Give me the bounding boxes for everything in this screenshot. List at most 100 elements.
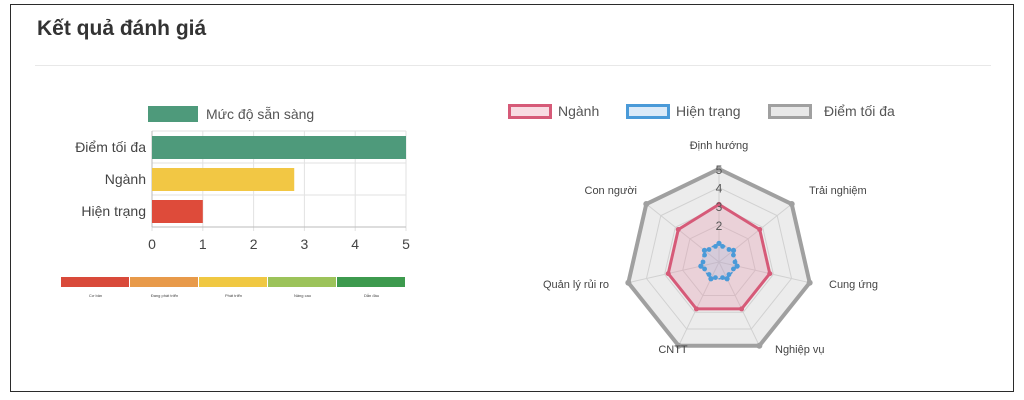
scale-segment <box>61 277 129 287</box>
radar-point <box>739 306 745 312</box>
legend-swatch-nganh <box>508 103 552 119</box>
scale-label: Nâng cao <box>294 293 312 298</box>
radar-point <box>734 263 740 269</box>
radar-point <box>713 244 718 249</box>
radar-point <box>706 247 712 252</box>
radar-series-hiện trạng <box>700 242 738 280</box>
scale-label: Đang phát triển <box>151 293 178 298</box>
radar-spoke <box>718 203 793 263</box>
bar-tick-label: 2 <box>250 236 258 252</box>
radar-ring <box>682 224 756 297</box>
legend-label-nganh: Ngành <box>558 103 600 119</box>
radar-axis-labels: Định hướng Trải nghiệm Cung ứng Nghiệp vụ CN… <box>543 140 878 356</box>
radar-spoke <box>718 261 810 284</box>
radar-tick-label: 5 <box>716 163 723 177</box>
scale-label: Phát triển <box>225 293 242 298</box>
radar-point <box>732 259 738 265</box>
radar-point <box>731 252 736 258</box>
radar-point <box>788 201 795 208</box>
radar-point <box>675 227 681 233</box>
radar-point <box>713 275 718 280</box>
radar-point <box>716 166 722 172</box>
radar-point <box>708 276 714 282</box>
radar-tick-label: 4 <box>716 182 723 196</box>
legend-label-diem-toi-da: Điểm tối đa <box>824 103 895 119</box>
legend-item-hien-trang[interactable]: Hiện trạng <box>626 103 741 119</box>
scale-segment <box>130 277 198 287</box>
radar-point <box>625 279 632 286</box>
radar-point <box>701 247 708 254</box>
bar-category-label: Hiện trạng <box>81 203 146 219</box>
radar-point <box>756 342 763 349</box>
legend-swatch-diem-toi-da <box>768 103 812 119</box>
readiness-scale: Cơ bản Đang phát triển Phát triển Nâng cao D… <box>61 277 405 298</box>
radar-point <box>702 266 707 272</box>
radar-series-điểm tối đa <box>626 166 812 348</box>
bar-tick-labels: 0 1 2 3 4 5 <box>148 236 410 252</box>
bar-legend-swatch[interactable] <box>148 106 198 122</box>
bar-tick-label: 3 <box>301 236 309 252</box>
radar-axis-label: CNTT <box>658 344 688 356</box>
radar-point <box>730 247 737 254</box>
bar-tick-label: 0 <box>148 236 156 252</box>
radar-point <box>767 271 773 277</box>
radar-axis-label: Con người <box>585 185 638 197</box>
radar-point <box>675 342 682 349</box>
radar-tick-labels: 2 3 4 5 <box>716 163 723 233</box>
radar-point <box>720 244 725 249</box>
legend-item-nganh[interactable]: Ngành <box>508 103 599 119</box>
radar-point <box>693 306 699 312</box>
radar-point <box>731 266 736 272</box>
radar-point <box>724 276 730 282</box>
bar-tick-label: 1 <box>199 236 207 252</box>
radar-axis-label: Cung ứng <box>829 279 878 291</box>
radar-spoke <box>678 261 720 347</box>
bar-tick-label: 4 <box>351 236 359 252</box>
legend-label-hien-trang: Hiện trạng <box>676 103 741 119</box>
scale-label: Dẫn đầu <box>364 293 379 298</box>
bar-marks <box>152 136 406 223</box>
radar-series-ngành <box>666 202 772 311</box>
radar-point <box>665 271 671 277</box>
scale-label: Cơ bản <box>89 293 102 298</box>
scale-segment <box>268 277 336 287</box>
bar <box>152 168 295 191</box>
radar-point <box>726 247 732 252</box>
bar <box>152 200 203 223</box>
radar-tick-label: 2 <box>716 219 723 233</box>
legend-swatch-hien-trang <box>626 103 670 119</box>
radar-chart: Định hướng Trải nghiệm Cung ứng Nghiệp vụ CN… <box>543 140 878 356</box>
radar-spoke <box>718 261 760 347</box>
radar-axis-label: Định hướng <box>690 140 749 152</box>
radar-axis-label: Trải nghiệm <box>809 185 867 197</box>
legend-item-diem-toi-da[interactable]: Điểm tối đa <box>768 103 895 119</box>
bar-category-label: Điểm tối đa <box>75 139 146 155</box>
radar-point <box>716 201 722 207</box>
results-card: Kết quả đánh giá Mức độ sẵn sàng Điểm tố… <box>10 4 1014 392</box>
radar-point <box>720 275 725 280</box>
radar-point <box>698 263 704 269</box>
radar-spoke <box>645 203 720 263</box>
radar-point <box>643 201 650 208</box>
radar-point <box>757 227 763 233</box>
bar-chart: Mức độ sẵn sàng Điểm tối đa Ngành Hiện trạ… <box>61 106 410 298</box>
radar-point <box>700 259 706 265</box>
bar-legend-label[interactable]: Mức độ sẵn sàng <box>206 106 314 122</box>
scale-segment <box>337 277 405 287</box>
radar-point <box>716 240 722 246</box>
scale-segment <box>199 277 267 287</box>
bar <box>152 136 406 159</box>
radar-legend: Ngành Hiện trạng Điểm tối đa <box>508 101 948 125</box>
radar-tick-label: 3 <box>716 200 723 214</box>
radar-ring <box>645 187 793 330</box>
radar-axis-label: Nghiệp vụ <box>775 344 825 356</box>
radar-point <box>806 279 813 286</box>
bar-tick-label: 5 <box>402 236 410 252</box>
radar-point <box>702 252 707 258</box>
radar-ring <box>664 205 774 313</box>
radar-spoke <box>628 261 720 284</box>
radar-point <box>726 272 732 277</box>
title-divider <box>35 65 991 66</box>
radar-series <box>625 166 813 349</box>
bar-category-labels: Điểm tối đa Ngành Hiện trạng <box>75 139 146 219</box>
